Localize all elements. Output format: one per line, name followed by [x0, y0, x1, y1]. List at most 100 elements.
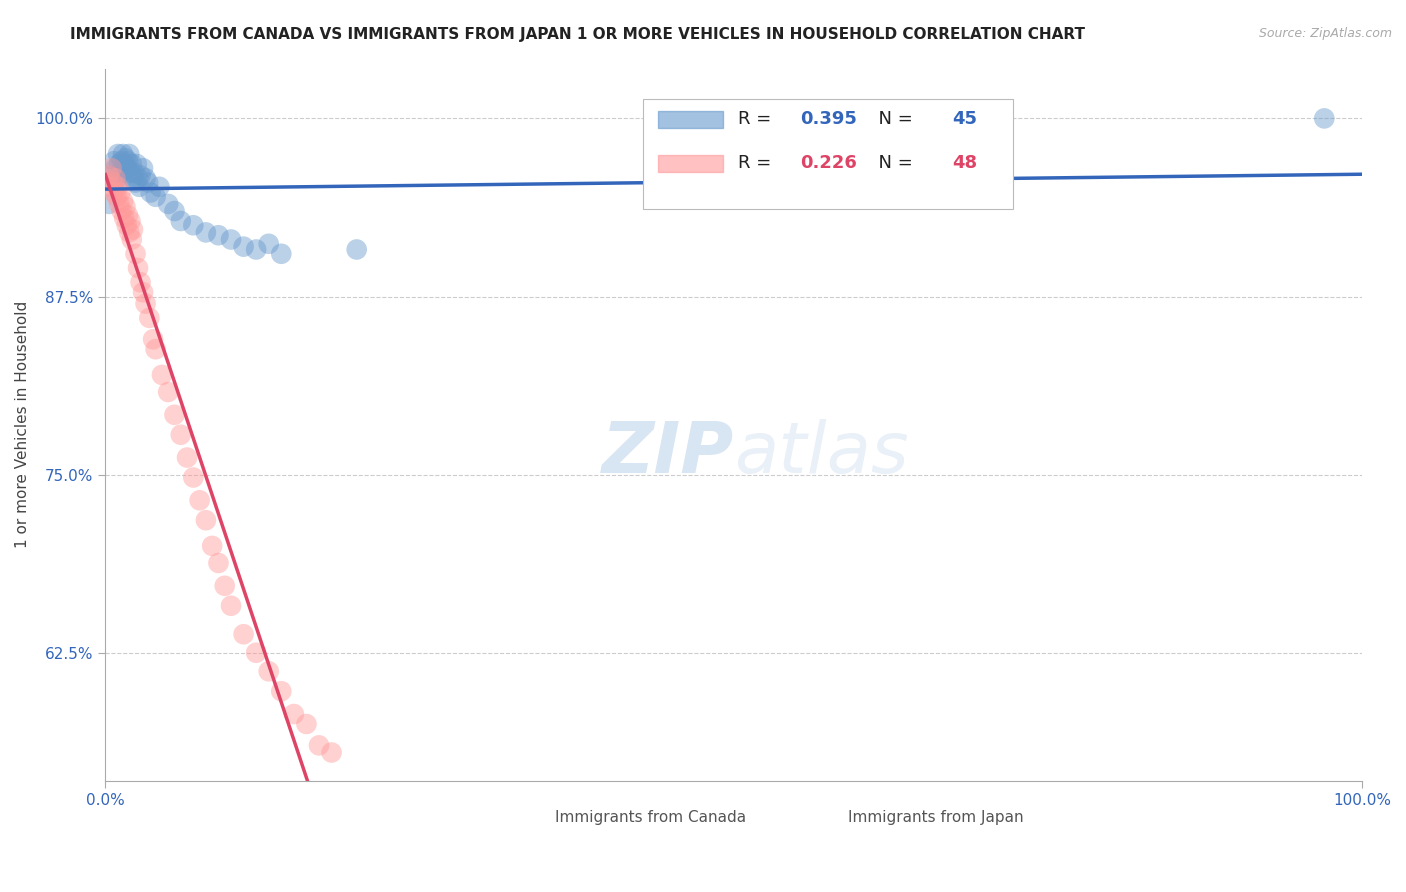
- Point: [157, 384, 180, 399]
- Text: 48: 48: [953, 154, 977, 172]
- Text: atlas: atlas: [734, 418, 908, 488]
- FancyBboxPatch shape: [658, 155, 723, 172]
- Point: [114, 200, 136, 214]
- Point: [129, 275, 152, 289]
- Text: 45: 45: [953, 110, 977, 128]
- Point: [232, 627, 254, 641]
- Point: [110, 186, 132, 200]
- FancyBboxPatch shape: [501, 814, 546, 829]
- Point: [111, 147, 134, 161]
- Point: [112, 211, 135, 226]
- Text: 0.226: 0.226: [800, 154, 858, 172]
- Text: Source: ZipAtlas.com: Source: ZipAtlas.com: [1258, 27, 1392, 40]
- Point: [129, 169, 152, 183]
- Text: N =: N =: [868, 154, 918, 172]
- FancyBboxPatch shape: [643, 99, 1012, 209]
- Point: [104, 171, 127, 186]
- Point: [105, 190, 128, 204]
- Point: [122, 165, 145, 179]
- Point: [1313, 112, 1336, 126]
- Text: Immigrants from Japan: Immigrants from Japan: [848, 810, 1024, 824]
- Point: [321, 746, 343, 760]
- Point: [346, 243, 368, 257]
- Point: [183, 219, 205, 233]
- Point: [118, 147, 141, 161]
- Point: [111, 194, 134, 208]
- Point: [132, 161, 155, 176]
- Text: R =: R =: [738, 110, 776, 128]
- Point: [104, 161, 127, 176]
- Point: [120, 165, 142, 179]
- Point: [214, 579, 236, 593]
- Point: [270, 684, 292, 698]
- Point: [111, 171, 134, 186]
- Point: [207, 556, 229, 570]
- Point: [107, 147, 129, 161]
- Point: [111, 154, 134, 169]
- Text: Immigrants from Canada: Immigrants from Canada: [555, 810, 747, 824]
- Point: [163, 204, 186, 219]
- Text: IMMIGRANTS FROM CANADA VS IMMIGRANTS FROM JAPAN 1 OR MORE VEHICLES IN HOUSEHOLD : IMMIGRANTS FROM CANADA VS IMMIGRANTS FRO…: [70, 27, 1085, 42]
- Point: [132, 285, 155, 300]
- Point: [170, 427, 193, 442]
- Point: [100, 161, 122, 176]
- Point: [103, 154, 125, 169]
- Point: [108, 157, 131, 171]
- Text: R =: R =: [738, 154, 776, 172]
- Point: [122, 222, 145, 236]
- Point: [117, 154, 139, 169]
- Point: [145, 343, 167, 357]
- Point: [121, 233, 143, 247]
- FancyBboxPatch shape: [658, 112, 723, 128]
- Point: [139, 186, 162, 200]
- Point: [245, 646, 267, 660]
- Point: [207, 228, 229, 243]
- FancyBboxPatch shape: [794, 814, 838, 829]
- Point: [135, 296, 157, 310]
- Point: [232, 240, 254, 254]
- Point: [98, 169, 121, 183]
- Point: [194, 226, 217, 240]
- Point: [176, 450, 198, 465]
- Point: [110, 165, 132, 179]
- Text: ZIP: ZIP: [602, 418, 734, 488]
- Point: [103, 186, 125, 200]
- Point: [283, 706, 305, 721]
- Point: [100, 169, 122, 183]
- Point: [188, 493, 211, 508]
- Point: [157, 197, 180, 211]
- Text: 0.395: 0.395: [800, 110, 858, 128]
- Point: [145, 190, 167, 204]
- Point: [120, 214, 142, 228]
- Point: [111, 204, 134, 219]
- Point: [138, 310, 160, 325]
- Point: [122, 171, 145, 186]
- Point: [183, 470, 205, 484]
- Point: [257, 665, 280, 679]
- Point: [135, 171, 157, 186]
- Point: [115, 219, 138, 233]
- Point: [101, 176, 124, 190]
- Point: [170, 214, 193, 228]
- Point: [114, 151, 136, 165]
- Point: [101, 176, 124, 190]
- Point: [245, 243, 267, 257]
- Point: [219, 233, 242, 247]
- Point: [142, 332, 165, 346]
- Point: [124, 176, 146, 190]
- Point: [257, 236, 280, 251]
- Point: [121, 157, 143, 171]
- Text: N =: N =: [868, 110, 918, 128]
- Point: [201, 539, 224, 553]
- Point: [117, 208, 139, 222]
- Point: [163, 408, 186, 422]
- Point: [107, 179, 129, 194]
- Y-axis label: 1 or more Vehicles in Household: 1 or more Vehicles in Household: [15, 301, 30, 549]
- Point: [100, 179, 122, 194]
- Point: [127, 260, 149, 275]
- Point: [128, 179, 150, 194]
- Point: [118, 226, 141, 240]
- Point: [115, 161, 138, 176]
- Point: [150, 368, 173, 382]
- Point: [124, 246, 146, 260]
